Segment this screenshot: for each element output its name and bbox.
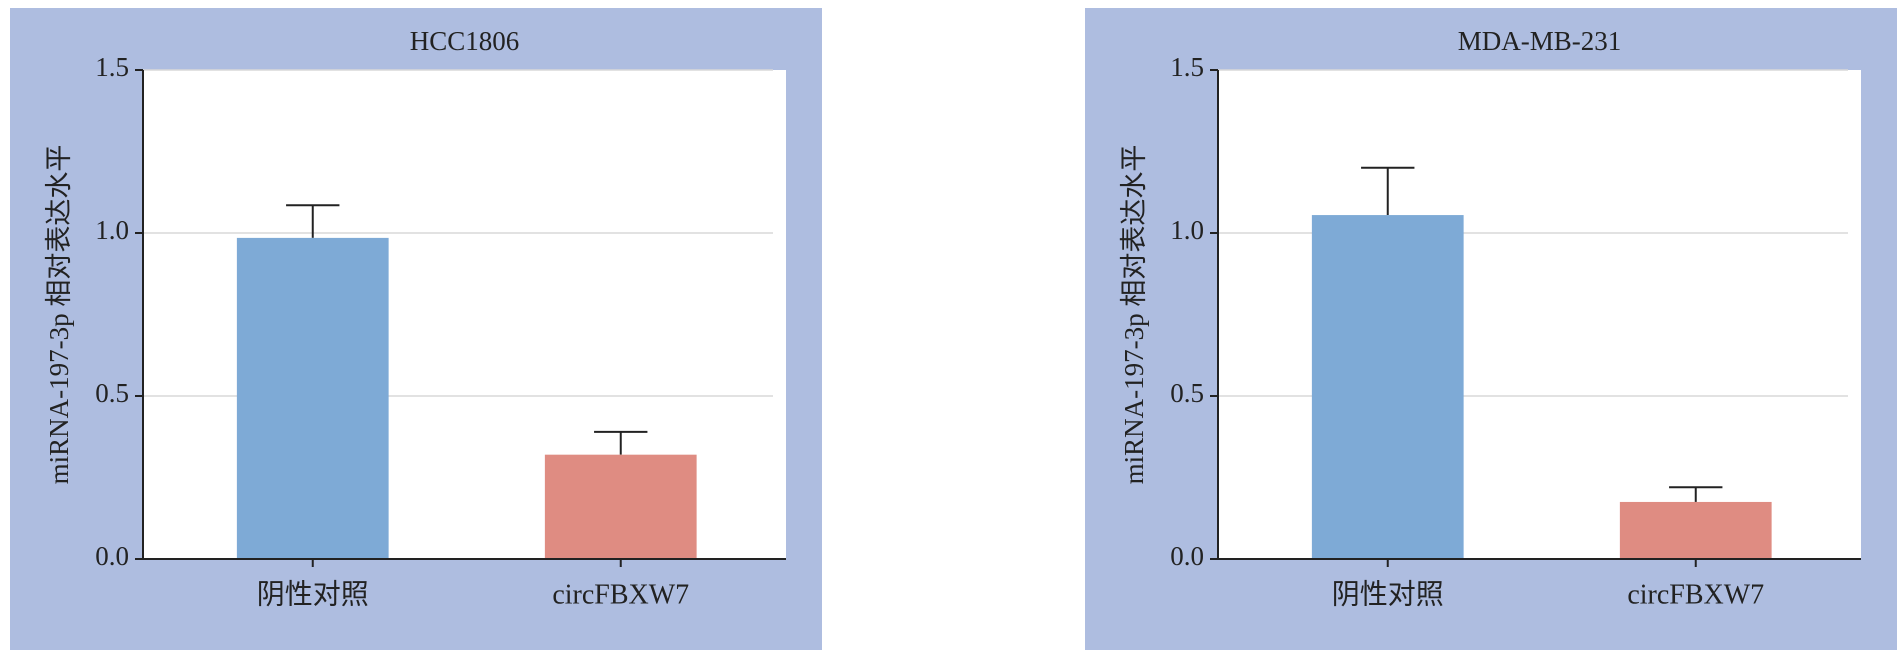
chart-panel: HCC1806 miRNA-197-3p 相对表达水平 0.0 0.5 1.0 1.5 阴性…	[10, 8, 822, 650]
y-tick-label: 0.5	[1170, 378, 1204, 408]
y-axis-label: miRNA-197-3p 相对表达水平	[1119, 145, 1149, 485]
y-tick-label: 0.0	[95, 541, 129, 571]
y-tick-label: 0.5	[95, 378, 129, 408]
chart-title: MDA-MB-231	[1458, 26, 1622, 56]
y-axis-label: miRNA-197-3p 相对表达水平	[44, 145, 74, 485]
x-tick-label: 阴性对照	[1332, 578, 1444, 610]
x-tick-label: circFBXW7	[1627, 579, 1764, 610]
y-tick-label: 1.5	[95, 52, 129, 82]
bar	[236, 237, 389, 559]
bar	[544, 454, 697, 559]
chart-title: HCC1806	[410, 26, 520, 56]
bar	[1311, 215, 1464, 559]
bar	[1619, 501, 1772, 559]
y-tick-label: 0.0	[1170, 541, 1204, 571]
y-tick-label: 1.0	[1170, 215, 1204, 245]
y-tick-label: 1.0	[95, 215, 129, 245]
x-tick-label: circFBXW7	[552, 579, 689, 610]
y-tick-label: 1.5	[1170, 52, 1204, 82]
chart-panel: MDA-MB-231 miRNA-197-3p 相对表达水平 0.0 0.5 1.0 1.…	[1085, 8, 1897, 650]
x-tick-label: 阴性对照	[257, 578, 369, 610]
